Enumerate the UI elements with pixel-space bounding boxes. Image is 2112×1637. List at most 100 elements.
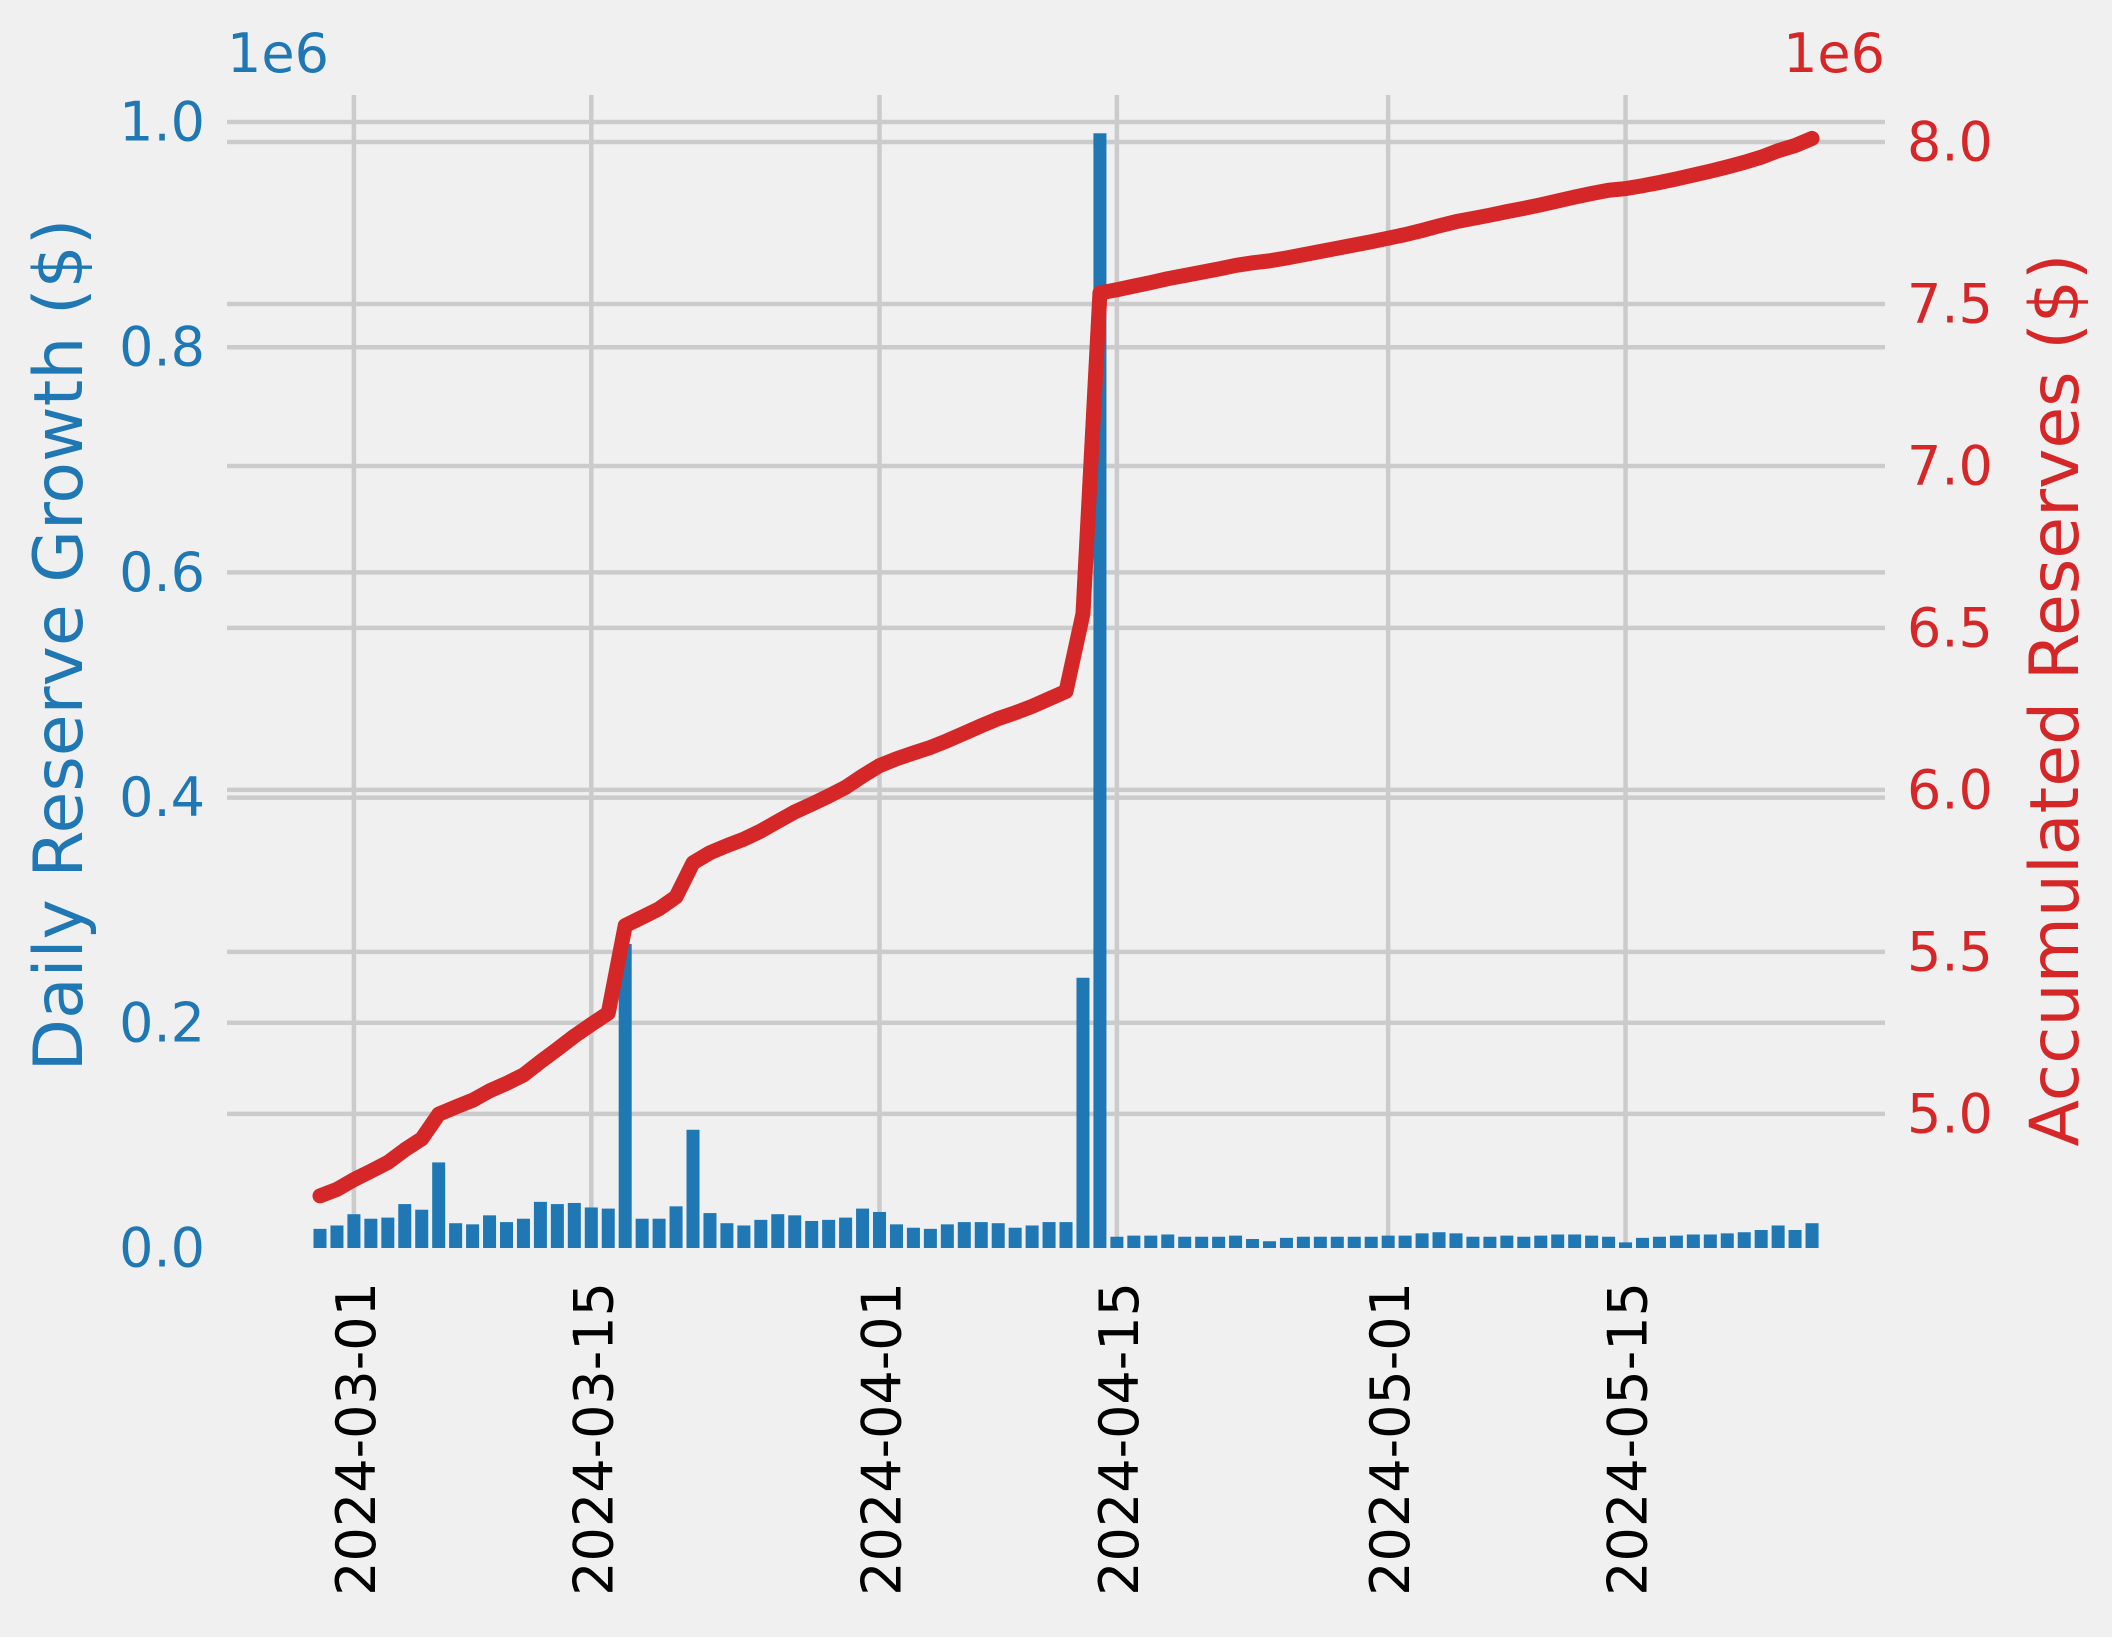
bar	[822, 1219, 836, 1248]
right-tick-label: 7.0	[1907, 434, 1993, 497]
bar	[516, 1218, 530, 1248]
bar	[1347, 1236, 1361, 1248]
left-tick-label: 0.8	[119, 316, 205, 379]
right-tick-label: 5.5	[1907, 920, 1993, 983]
x-tick-label: 2024-03-01	[325, 1282, 388, 1596]
bar	[1602, 1236, 1616, 1248]
bar	[974, 1222, 988, 1248]
bar	[991, 1223, 1005, 1248]
bar	[1585, 1235, 1599, 1248]
bar	[856, 1208, 870, 1248]
bar	[669, 1206, 683, 1248]
bar	[584, 1207, 598, 1248]
right-tick-label: 7.5	[1907, 272, 1993, 335]
x-tick-label: 2024-05-15	[1597, 1282, 1660, 1596]
bar	[754, 1219, 768, 1248]
bar	[839, 1217, 853, 1248]
x-tick-label: 2024-03-15	[562, 1282, 625, 1596]
bar	[1330, 1236, 1344, 1248]
bar	[1619, 1242, 1633, 1248]
right-axis-tick-labels: 5.0 5.5 6.0 6.5 7.0 7.5 8.0	[1907, 110, 1993, 1145]
bar	[1229, 1235, 1243, 1248]
bar	[957, 1222, 971, 1248]
bar	[1635, 1237, 1649, 1248]
left-tick-label: 0.4	[119, 766, 205, 829]
bar	[771, 1214, 785, 1248]
bar	[1568, 1234, 1582, 1248]
bar	[432, 1162, 446, 1248]
right-tick-label: 6.0	[1907, 758, 1993, 821]
bar	[1279, 1237, 1293, 1248]
bar	[313, 1228, 327, 1248]
bar	[1720, 1233, 1734, 1248]
left-axis-tick-labels: 0.0 0.2 0.4 0.6 0.8 1.0	[119, 91, 205, 1280]
bar	[1364, 1236, 1378, 1248]
left-axis-title: Daily Reserve Growth ($)	[20, 219, 99, 1072]
bar	[652, 1218, 666, 1248]
bar	[720, 1223, 734, 1248]
bar	[1398, 1235, 1412, 1248]
left-tick-label: 1.0	[119, 91, 205, 154]
bar	[1110, 1236, 1124, 1248]
bar	[381, 1217, 395, 1248]
bar	[1805, 1223, 1819, 1248]
bar	[1500, 1235, 1514, 1248]
bar	[1178, 1236, 1192, 1248]
bar	[1652, 1236, 1666, 1248]
right-axis-title: Accumulated Reserves ($)	[2016, 253, 2095, 1146]
bar	[1737, 1232, 1751, 1248]
bar	[466, 1224, 480, 1248]
bar	[347, 1214, 361, 1248]
bar	[1212, 1236, 1226, 1248]
bar	[1127, 1235, 1141, 1248]
bar	[737, 1225, 751, 1248]
bar	[788, 1215, 802, 1248]
right-tick-label: 5.0	[1907, 1082, 1993, 1145]
bar	[1432, 1232, 1446, 1248]
bar	[1246, 1238, 1260, 1248]
bar	[1008, 1227, 1022, 1248]
left-tick-label: 0.0	[119, 1217, 205, 1280]
bar	[906, 1227, 920, 1248]
bar	[601, 1208, 615, 1248]
bar	[1059, 1222, 1073, 1248]
bar	[1686, 1234, 1700, 1248]
bar	[330, 1225, 344, 1248]
bar	[1754, 1229, 1768, 1248]
accumulated-reserves-line	[312, 130, 1820, 1204]
bar	[1415, 1233, 1429, 1248]
bar	[1534, 1235, 1548, 1248]
x-axis-tick-labels: 2024-03-01 2024-03-15 2024-04-01 2024-04-15…	[325, 1282, 1660, 1596]
bar	[873, 1211, 887, 1248]
bar	[1042, 1222, 1056, 1248]
bar	[1313, 1236, 1327, 1248]
bar	[1466, 1236, 1480, 1248]
bar	[1771, 1225, 1785, 1248]
left-axis-offset-label: 1e6	[227, 22, 329, 85]
bar	[1076, 977, 1090, 1248]
right-axis-offset-label: 1e6	[1783, 22, 1885, 85]
x-tick-label: 2024-04-15	[1088, 1282, 1151, 1596]
right-tick-label: 8.0	[1907, 110, 1993, 173]
bar	[940, 1224, 954, 1248]
bar	[415, 1209, 429, 1248]
bar	[1161, 1234, 1175, 1248]
bar	[805, 1220, 819, 1248]
left-tick-label: 0.6	[119, 541, 205, 604]
bar	[1483, 1236, 1497, 1248]
bar	[1449, 1233, 1463, 1248]
bar	[1296, 1236, 1310, 1248]
bar	[1517, 1236, 1531, 1248]
gridlines	[227, 95, 1885, 1248]
bar	[1669, 1235, 1683, 1248]
bar	[533, 1201, 547, 1248]
x-tick-label: 2024-04-01	[851, 1282, 914, 1596]
left-tick-label: 0.2	[119, 991, 205, 1054]
bar	[703, 1213, 717, 1248]
bar	[1788, 1229, 1802, 1248]
bar	[686, 1129, 700, 1248]
bar	[1144, 1235, 1158, 1248]
bar	[483, 1215, 497, 1248]
